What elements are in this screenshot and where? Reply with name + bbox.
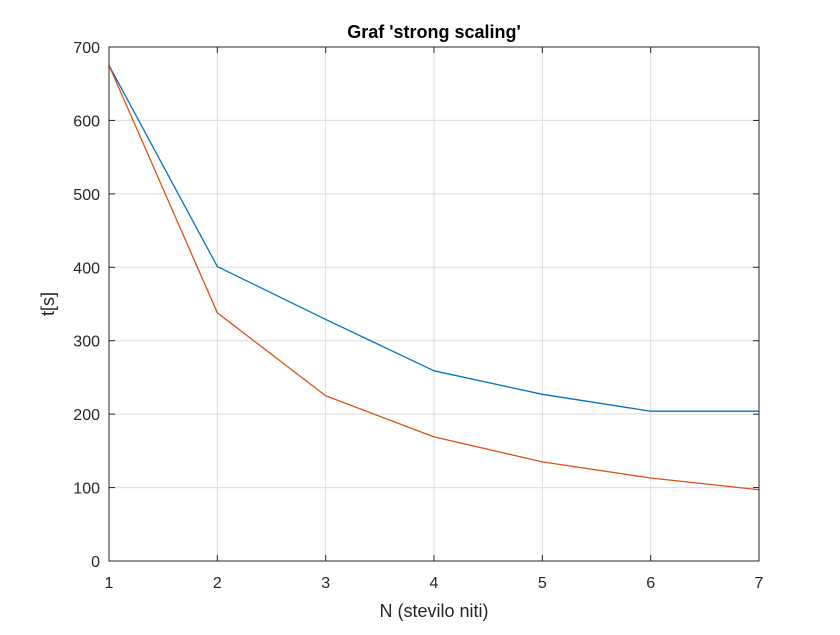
y-tick-label: 0 [91, 554, 100, 571]
x-tick-label: 5 [538, 575, 547, 592]
x-tick-label: 2 [213, 575, 222, 592]
x-axis-label: N (stevilo niti) [379, 601, 488, 621]
x-tick-label: 6 [646, 575, 655, 592]
y-tick-label: 300 [73, 334, 100, 351]
y-tick-label: 500 [73, 187, 100, 204]
data-series [108, 65, 760, 491]
y-tick-label: 100 [73, 481, 100, 498]
x-tick-label: 3 [321, 575, 330, 592]
y-axis-label: t[s] [38, 292, 58, 316]
y-tick-label: 700 [73, 40, 100, 57]
series-line-1 [108, 65, 759, 412]
x-tick-label: 4 [430, 575, 439, 592]
y-tick-label: 400 [73, 260, 100, 277]
x-tick-label: 1 [105, 575, 114, 592]
y-tick-label: 600 [73, 113, 100, 130]
x-tick-label: 7 [755, 575, 764, 592]
y-tick-label: 200 [73, 407, 100, 424]
chart-title: Graf 'strong scaling' [347, 22, 521, 42]
series-line-2 [108, 65, 760, 491]
axis-ticks: 1 2 3 4 5 6 7 0 100 200 300 400 500 600 700 [73, 40, 763, 592]
